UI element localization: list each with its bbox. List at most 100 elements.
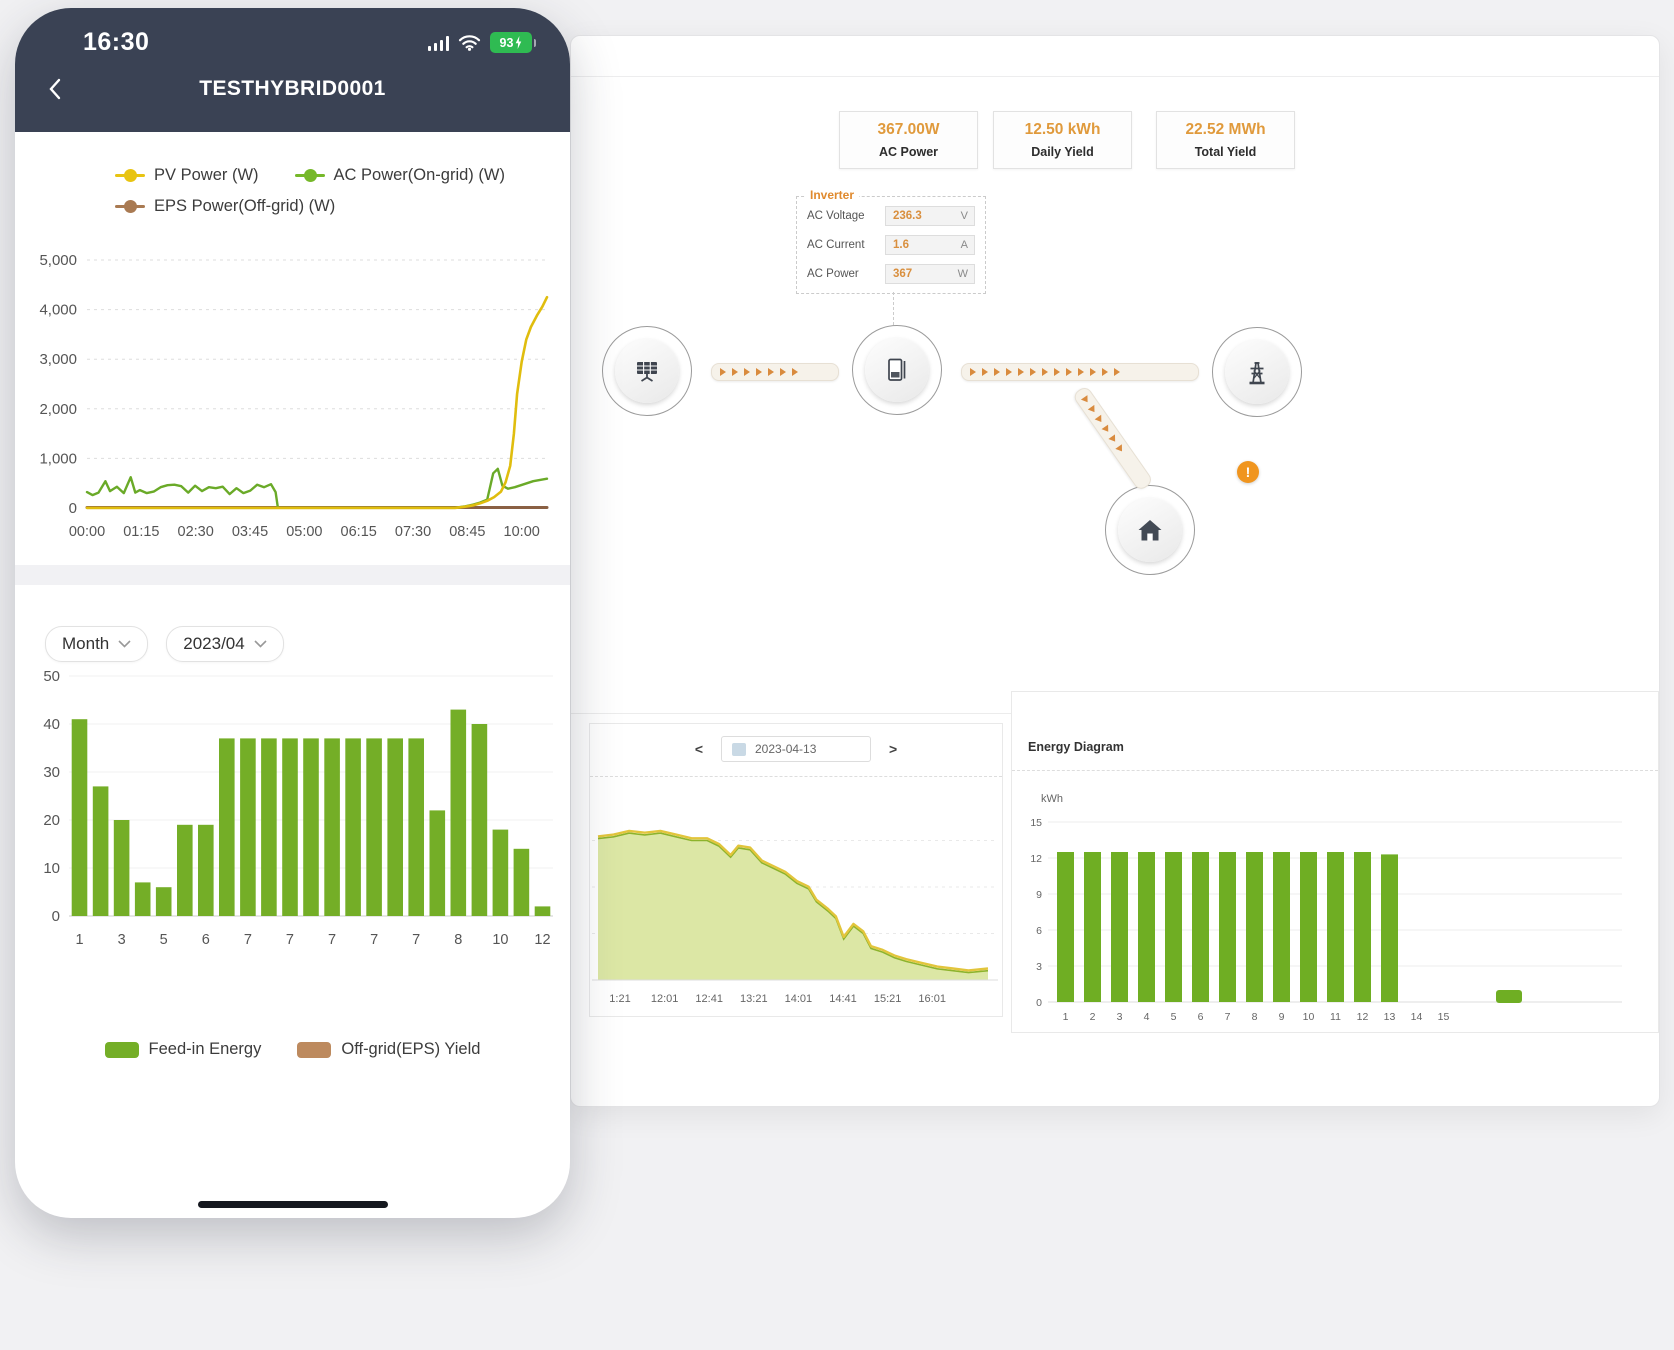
flow-chevron-icon (994, 368, 1000, 376)
energy-legend-swatch[interactable] (1496, 990, 1522, 1003)
power-line-chart[interactable]: 5,000 4,000 3,000 2,000 1,000 0 00:00 01:15 02:3… (29, 240, 561, 546)
svg-text:13: 13 (1384, 1011, 1396, 1023)
svg-text:00:00: 00:00 (69, 524, 105, 540)
next-day-button[interactable]: > (889, 741, 898, 757)
flow-chevron-icon (970, 368, 976, 376)
svg-text:20: 20 (43, 812, 60, 829)
legend-item[interactable]: Off-grid(EPS) Yield (297, 1040, 480, 1059)
svg-text:12:01: 12:01 (651, 993, 679, 1005)
flow-node-solar[interactable] (602, 326, 692, 416)
inverter-rows: AC Voltage 236.3 V AC Current 1.6 A AC Power 36… (797, 206, 985, 284)
flow-node-grid[interactable] (1212, 327, 1302, 417)
legend-item[interactable]: PV Power (W) (115, 166, 259, 185)
inverter-icon (888, 358, 906, 381)
solar-panel-icon (637, 362, 657, 382)
inverter-panel-title: Inverter (805, 188, 860, 202)
inverter-panel: Inverter AC Voltage 236.3 V AC Current 1.6 A A… (796, 188, 986, 294)
legend-label: PV Power (W) (154, 166, 259, 184)
inverter-row-label: AC Current (807, 239, 865, 251)
svg-text:5,000: 5,000 (39, 252, 77, 269)
flow-node-home-inner (1118, 498, 1182, 562)
svg-text:7: 7 (370, 932, 378, 948)
inverter-row-label: AC Power (807, 268, 859, 280)
stat-label: Daily Yield (1031, 145, 1094, 159)
phone-header: 16:30 93 (15, 8, 570, 132)
svg-text:8: 8 (1252, 1011, 1258, 1023)
period-select[interactable]: Month (45, 626, 149, 662)
flow-chevron-icon (1102, 368, 1108, 376)
warning-badge[interactable]: ! (1237, 461, 1259, 483)
svg-text:01:15: 01:15 (123, 524, 159, 540)
card-divider (590, 776, 1002, 777)
legend-item[interactable]: EPS Power(Off-grid) (W) (115, 197, 335, 216)
svg-text:9: 9 (1279, 1011, 1285, 1023)
flow-chevron-icon (792, 368, 798, 376)
svg-text:05:00: 05:00 (286, 524, 322, 540)
svg-text:15:21: 15:21 (874, 993, 902, 1005)
power-chart-legend: PV Power (W) AC Power(On-grid) (W) EPS Pow… (115, 166, 570, 216)
inverter-row-value-box: 1.6 A (885, 235, 975, 255)
month-select[interactable]: 2023/04 (166, 626, 284, 662)
home-indicator[interactable] (197, 1201, 388, 1208)
battery-icon: 93 (490, 32, 536, 53)
svg-text:12: 12 (534, 932, 550, 948)
inverter-row-unit: W (957, 268, 968, 280)
day-power-area-chart[interactable]: 1:21 12:01 12:41 13:21 14:01 14:41 15:21 16:01 (592, 780, 998, 1012)
inverter-connector-line (893, 292, 894, 325)
inverter-row-value-box: 236.3 V (885, 206, 975, 226)
period-select-value: Month (62, 634, 110, 653)
stat-label: Total Yield (1194, 145, 1257, 159)
legend-label: Feed-in Energy (148, 1040, 262, 1058)
calendar-icon (732, 742, 746, 756)
legend-marker (115, 169, 145, 183)
stat-box-total-yield: 22.52 MWh Total Yield (1156, 111, 1295, 169)
legend-item[interactable]: AC Power(On-grid) (W) (294, 166, 505, 185)
legend-label: AC Power(On-grid) (W) (333, 166, 505, 184)
svg-text:15: 15 (1438, 1011, 1450, 1023)
date-picker-input[interactable]: 2023-04-13 (721, 736, 871, 762)
day-power-card: < 2023-04-13 > 1:21 12:01 12:41 13:21 14:01 1… (589, 723, 1003, 1017)
date-value: 2023-04-13 (755, 742, 817, 756)
svg-text:50: 50 (43, 668, 60, 685)
status-icons: 93 (427, 32, 536, 53)
svg-text:11: 11 (1330, 1011, 1341, 1023)
desktop-window: 367.00W AC Power 12.50 kWh Daily Yield 22.52… (570, 35, 1660, 1107)
stat-box-ac-power: 367.00W AC Power (839, 111, 978, 169)
flow-chevron-icon (1087, 404, 1098, 415)
status-bar: 16:30 93 (15, 8, 570, 57)
phone-nav-bar: TESTHYBRID0001 (15, 63, 570, 119)
flow-chevron-icon (1080, 395, 1091, 405)
svg-text:0: 0 (1036, 997, 1042, 1009)
content-divider (15, 565, 570, 585)
prev-day-button[interactable]: < (694, 741, 703, 757)
flow-chevron-icon (1115, 444, 1126, 454)
legend-swatch (104, 1041, 139, 1058)
stat-value: 12.50 kWh (1024, 121, 1101, 138)
svg-text:15: 15 (1030, 817, 1042, 829)
svg-text:10: 10 (1303, 1011, 1315, 1023)
inverter-row-label: AC Voltage (807, 210, 865, 222)
flow-node-home[interactable] (1105, 485, 1195, 575)
flow-chevron-icon (1101, 424, 1112, 435)
svg-text:2,000: 2,000 (39, 401, 77, 418)
legend-swatch (297, 1041, 332, 1058)
svg-text:2: 2 (1090, 1011, 1096, 1023)
monthly-bar-chart[interactable]: 50 40 30 20 10 01 3 5 6 7 7 7 7 7 8 10 12 (27, 660, 565, 956)
stat-box-daily-yield: 12.50 kWh Daily Yield (993, 111, 1132, 169)
svg-text:1: 1 (75, 932, 83, 948)
svg-text:03:45: 03:45 (232, 524, 268, 540)
flow-node-inverter[interactable] (852, 325, 942, 415)
back-button[interactable] (47, 77, 62, 106)
flow-chevron-icon (1006, 368, 1012, 376)
svg-text:02:30: 02:30 (178, 524, 214, 540)
cellular-signal-icon (427, 35, 449, 51)
flow-chevron-icon (1108, 434, 1119, 444)
flow-chevron-icon (1066, 368, 1072, 376)
flow-node-solar-inner (615, 339, 679, 403)
inverter-row-value: 1.6 (893, 239, 909, 251)
wifi-icon (458, 35, 481, 51)
svg-text:5: 5 (160, 932, 168, 948)
monthly-chart-legend: Feed-in Energy Off-grid(EPS) Yield (15, 1040, 570, 1059)
legend-item[interactable]: Feed-in Energy (104, 1040, 262, 1059)
